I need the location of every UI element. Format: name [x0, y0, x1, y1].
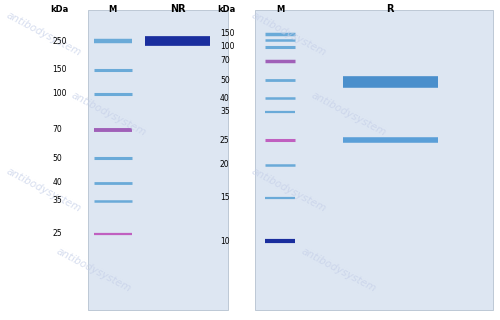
Text: 10: 10 — [220, 237, 230, 246]
Text: M: M — [108, 5, 116, 14]
Text: R: R — [386, 4, 394, 14]
Text: antibodysystem: antibodysystem — [250, 10, 328, 58]
Text: antibodysystem: antibodysystem — [70, 90, 148, 138]
Text: 150: 150 — [52, 65, 67, 74]
Text: antibodysystem: antibodysystem — [310, 90, 388, 138]
Text: 100: 100 — [220, 42, 234, 51]
Text: kDa: kDa — [218, 5, 236, 14]
Text: 40: 40 — [52, 178, 62, 187]
Bar — [88, 10, 228, 310]
Text: 35: 35 — [52, 196, 62, 205]
Text: 250: 250 — [52, 37, 67, 46]
Text: 25: 25 — [52, 229, 62, 238]
Text: 50: 50 — [52, 154, 62, 163]
Text: 20: 20 — [220, 160, 230, 169]
Text: antibodysystem: antibodysystem — [250, 166, 328, 214]
Text: 150: 150 — [220, 29, 234, 38]
Text: 25: 25 — [220, 136, 230, 145]
Text: antibodysystem: antibodysystem — [300, 246, 378, 294]
Text: kDa: kDa — [50, 5, 68, 14]
Text: 15: 15 — [220, 193, 230, 202]
Bar — [255, 10, 492, 310]
Text: antibodysystem: antibodysystem — [55, 246, 133, 294]
Text: 35: 35 — [220, 108, 230, 116]
Text: 70: 70 — [220, 56, 230, 65]
Text: 70: 70 — [52, 125, 62, 134]
Text: 50: 50 — [220, 76, 230, 85]
Text: 100: 100 — [52, 89, 67, 98]
Text: antibodysystem: antibodysystem — [5, 166, 83, 214]
Text: antibodysystem: antibodysystem — [5, 10, 83, 58]
Text: NR: NR — [170, 4, 186, 14]
Text: 40: 40 — [220, 94, 230, 103]
Text: M: M — [276, 5, 284, 14]
